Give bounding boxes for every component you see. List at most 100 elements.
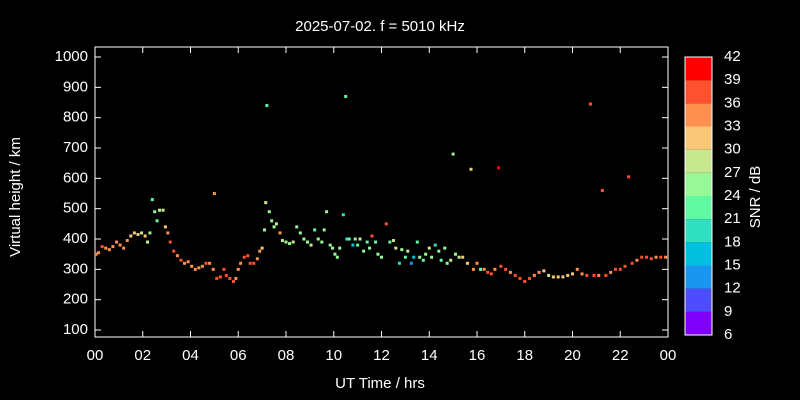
point [166, 231, 170, 235]
point [242, 255, 246, 259]
point [424, 252, 428, 256]
point [313, 228, 317, 232]
point [129, 234, 133, 238]
y-tick-label: 900 [63, 78, 88, 95]
point [380, 255, 383, 259]
colorbar-tick-label: 18 [724, 233, 741, 250]
point [183, 261, 187, 265]
point [493, 267, 497, 271]
y-tick-label: 400 [63, 230, 88, 247]
colorbar-band [685, 80, 712, 104]
point [347, 237, 351, 241]
point [107, 248, 111, 252]
point [613, 267, 617, 271]
point [248, 261, 252, 265]
point [486, 270, 490, 274]
point [409, 261, 413, 265]
point [163, 225, 167, 229]
point [439, 258, 443, 262]
colorbar-tick-label: 9 [724, 303, 732, 320]
x-tick-label: 08 [278, 347, 295, 364]
colorbar-tick-label: 6 [724, 326, 732, 343]
point [496, 166, 500, 170]
point [155, 219, 159, 223]
point [391, 239, 395, 243]
point [627, 175, 631, 179]
colorbar-tick-label: 33 [724, 117, 741, 134]
point [542, 269, 546, 273]
point [94, 252, 98, 256]
x-tick-label: 22 [612, 347, 629, 364]
point [104, 246, 108, 250]
point [433, 243, 437, 247]
colorbar-tick-label: 27 [724, 164, 741, 181]
point [118, 243, 122, 247]
colorbar-tick-label: 21 [724, 210, 741, 227]
x-tick-label: 06 [230, 347, 247, 364]
point [454, 252, 458, 256]
colorbar-band [685, 196, 712, 220]
point [547, 273, 551, 277]
colorbar-frame [684, 56, 713, 336]
x-tick-label: 02 [134, 347, 151, 364]
point [623, 264, 627, 268]
point [345, 237, 349, 241]
point [344, 94, 348, 98]
point [451, 152, 455, 156]
point [267, 210, 271, 214]
point [600, 188, 604, 192]
point [320, 240, 324, 244]
point [358, 237, 362, 241]
point [664, 255, 668, 259]
point [246, 254, 250, 258]
x-tick-label: 10 [325, 347, 342, 364]
point [649, 257, 653, 261]
point [430, 255, 434, 259]
point [153, 210, 157, 214]
point [528, 276, 532, 280]
x-axis-label: UT Time / hrs [335, 375, 425, 392]
colorbar-tick-label: 24 [724, 187, 741, 204]
colorbar-band [685, 265, 712, 289]
point [305, 240, 309, 244]
point [471, 267, 475, 271]
x-tick-label: 18 [516, 347, 533, 364]
point [186, 260, 190, 264]
point [136, 232, 140, 236]
colorbar-label: SNR / dB [747, 166, 764, 229]
point [475, 261, 479, 265]
point [469, 167, 473, 171]
point [523, 279, 527, 283]
colorbar-band [685, 311, 712, 335]
point [157, 208, 161, 212]
point [316, 237, 320, 241]
colorbar-band [685, 149, 712, 173]
point [518, 276, 522, 280]
point [421, 258, 425, 262]
x-tick-label: 00 [660, 347, 677, 364]
point [328, 243, 332, 247]
point [325, 210, 329, 214]
point [427, 246, 431, 250]
point [388, 240, 392, 244]
point [368, 246, 372, 250]
point [374, 240, 378, 244]
point [309, 243, 313, 247]
point [630, 261, 634, 265]
point [322, 228, 326, 232]
point [635, 258, 639, 262]
point [400, 248, 404, 252]
point [588, 102, 592, 106]
point [551, 275, 555, 279]
point [264, 201, 268, 205]
point [566, 273, 570, 277]
x-tick-label: 04 [182, 347, 199, 364]
point [260, 246, 264, 250]
y-tick-label: 700 [63, 139, 88, 156]
point [609, 270, 613, 274]
point [255, 257, 259, 261]
point [278, 231, 282, 235]
colorbar-tick-label: 12 [724, 280, 741, 297]
point [211, 267, 215, 271]
